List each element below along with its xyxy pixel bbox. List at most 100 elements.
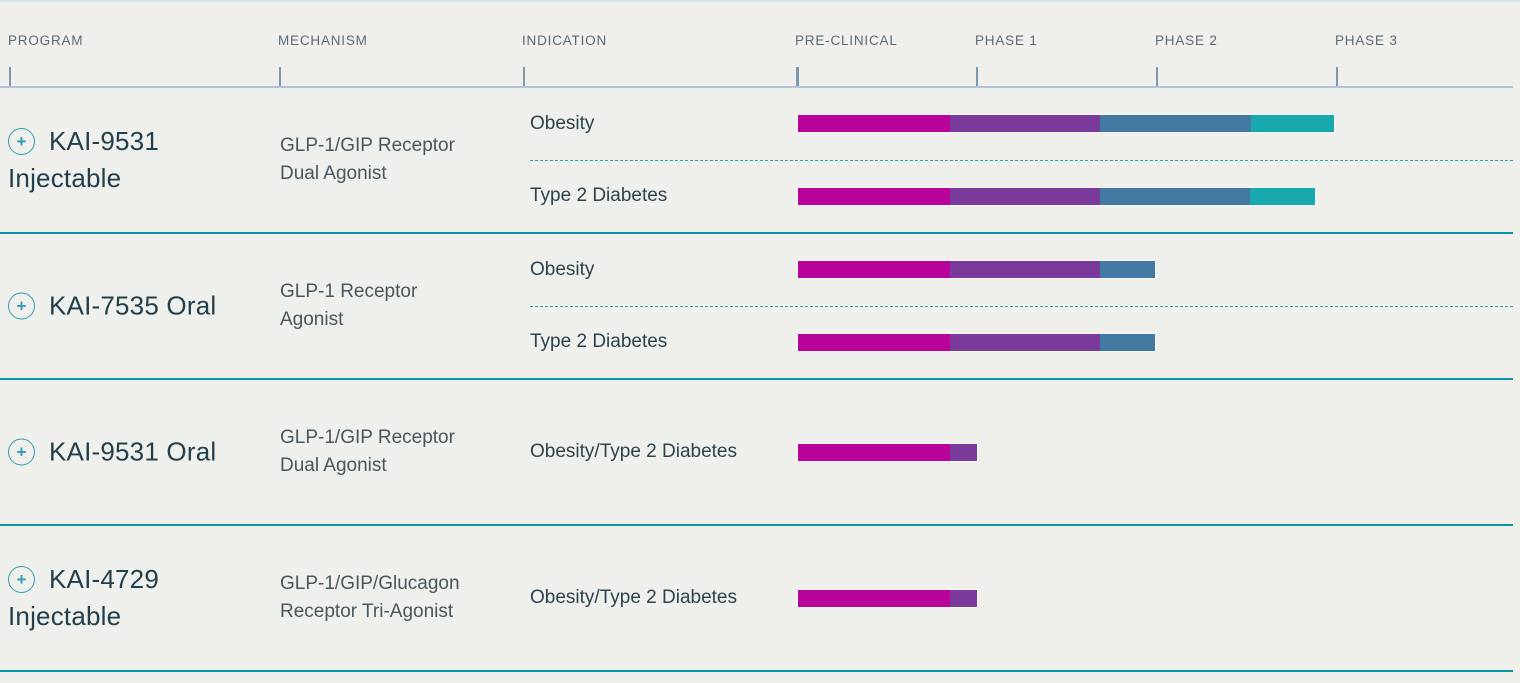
column-header-label: MECHANISM (278, 33, 368, 48)
indication-row: Obesity/Type 2 Diabetes (530, 380, 1513, 524)
expand-program-button[interactable]: + (8, 128, 35, 155)
program-name-line: Injectable (8, 160, 159, 197)
mechanism-text: Agonist (280, 309, 344, 330)
column-header-phase1: PHASE 1 (975, 33, 1038, 86)
program-name: KAI-9531 (49, 126, 160, 156)
indication-row: Type 2 Diabetes (530, 159, 1513, 233)
bar-segment-phase-1 (950, 589, 977, 607)
program-name-line: + KAI-7535 Oral (8, 288, 216, 325)
expand-program-button[interactable]: + (8, 438, 35, 466)
bar-segment-pre-clinical (798, 187, 950, 205)
pipeline-row: + KAI-9531 Oral GLP-1/GIP Receptor Dual Ago… (0, 380, 1513, 526)
program-name: Injectable (8, 601, 122, 631)
bar-segment-pre-clinical (798, 115, 950, 133)
indication-label: Obesity (530, 258, 595, 280)
program-name: Injectable (8, 163, 122, 193)
bar-segment-phase-2 (1100, 333, 1155, 351)
column-header-preclinical: PRE-CLINICAL (795, 33, 898, 86)
bar-segment-phase-2 (1100, 115, 1251, 133)
indications: Obesity/Type 2 Diabetes (530, 380, 1513, 524)
column-header-phase2: PHASE 2 (1155, 33, 1218, 86)
bar-segment-phase-2 (1100, 187, 1250, 205)
axis-tick-icon (1156, 67, 1158, 86)
program-cell: + KAI-4729 Injectable (8, 561, 159, 635)
axis-tick-icon (796, 67, 799, 86)
program-name-line: Injectable (8, 598, 159, 635)
indications: Obesity Type 2 Diabetes (530, 234, 1513, 378)
mechanism-text: GLP-1/GIP Receptor (280, 427, 455, 448)
indications: Obesity/Type 2 Diabetes (530, 526, 1513, 670)
bar-segment-pre-clinical (798, 261, 950, 279)
program-name: KAI-7535 Oral (49, 290, 217, 321)
mechanism-text: GLP-1 Receptor (280, 281, 418, 302)
mechanism-cell: GLP-1/GIP Receptor Dual Agonist (280, 132, 495, 188)
bar-segment-phase-3 (1250, 187, 1315, 205)
column-header-program: PROGRAM (8, 33, 83, 86)
pipeline-row: + KAI-9531 Injectable GLP-1/GIP Receptor Dua… (0, 88, 1513, 234)
bar-segment-phase-2 (1100, 261, 1155, 279)
program-name: KAI-9531 Oral (49, 436, 217, 467)
column-header-label: PRE-CLINICAL (795, 33, 898, 48)
pipeline-row: + KAI-7535 Oral GLP-1 Receptor Agonist Obesi… (0, 234, 1513, 380)
axis-tick-icon (1336, 67, 1338, 86)
axis-tick-icon (523, 67, 525, 86)
plus-icon: + (16, 442, 27, 461)
bar-segment-phase-1 (950, 261, 1100, 279)
mechanism-cell: GLP-1/GIP/Glucagon Receptor Tri-Agonist (280, 570, 495, 626)
progress-bar (798, 333, 1155, 351)
bar-segment-pre-clinical (798, 333, 950, 351)
bar-segment-phase-1 (950, 443, 977, 461)
top-accent-line (0, 0, 1520, 2)
program-cell: + KAI-7535 Oral (8, 288, 216, 325)
indication-row: Obesity (530, 88, 1513, 160)
mechanism-text: GLP-1/GIP Receptor (280, 135, 455, 156)
mechanism-cell: GLP-1 Receptor Agonist (280, 278, 495, 334)
program-name: KAI-4729 (49, 564, 160, 594)
axis-tick-icon (9, 67, 11, 86)
column-header-indication: INDICATION (522, 33, 607, 86)
plus-icon: + (16, 569, 27, 589)
indication-label: Obesity/Type 2 Diabetes (530, 441, 737, 462)
indication-row: Type 2 Diabetes (530, 305, 1513, 379)
progress-bar (798, 443, 977, 461)
column-header-mechanism: MECHANISM (278, 33, 368, 86)
indication-label: Type 2 Diabetes (530, 331, 668, 353)
program-name-line: + KAI-9531 Oral (8, 434, 216, 471)
program-cell: + KAI-9531 Injectable (8, 123, 159, 197)
mechanism-text: Dual Agonist (280, 163, 387, 184)
bar-segment-phase-3 (1251, 115, 1334, 133)
pipeline-rows: + KAI-9531 Injectable GLP-1/GIP Receptor Dua… (0, 88, 1513, 672)
mechanism-cell: GLP-1/GIP Receptor Dual Agonist (280, 424, 495, 480)
axis-tick-icon (976, 67, 978, 86)
plus-icon: + (16, 131, 27, 151)
bar-segment-phase-1 (950, 115, 1100, 133)
expand-program-button[interactable]: + (8, 292, 35, 320)
indication-row: Obesity/Type 2 Diabetes (530, 526, 1513, 670)
column-header-label: INDICATION (522, 33, 607, 48)
indication-label: Type 2 Diabetes (530, 185, 668, 207)
indication-label: Obesity (530, 112, 595, 134)
bar-segment-pre-clinical (798, 589, 950, 607)
axis-tick-icon (279, 67, 281, 86)
column-header-row: PROGRAM MECHANISM INDICATION PRE-CLINICA… (0, 2, 1513, 88)
program-cell: + KAI-9531 Oral (8, 434, 216, 471)
column-header-label: PHASE 3 (1335, 33, 1398, 48)
bar-segment-phase-1 (950, 187, 1100, 205)
indication-label: Obesity/Type 2 Diabetes (530, 587, 737, 608)
pipeline-row: + KAI-4729 Injectable GLP-1/GIP/Glucagon Rec… (0, 526, 1513, 672)
indication-row: Obesity (530, 234, 1513, 306)
mechanism-text: Receptor Tri-Agonist (280, 601, 454, 622)
plus-icon: + (16, 296, 27, 315)
program-name-line: + KAI-9531 (8, 123, 159, 160)
column-header-label: PHASE 1 (975, 33, 1038, 48)
progress-bar (798, 261, 1155, 279)
expand-program-button[interactable]: + (8, 566, 35, 593)
progress-bar (798, 589, 977, 607)
indications: Obesity Type 2 Diabetes (530, 88, 1513, 232)
bar-segment-phase-1 (950, 333, 1100, 351)
progress-bar (798, 187, 1315, 205)
column-header-phase3: PHASE 3 (1335, 33, 1398, 86)
bar-segment-pre-clinical (798, 443, 950, 461)
column-header-label: PROGRAM (8, 33, 84, 48)
